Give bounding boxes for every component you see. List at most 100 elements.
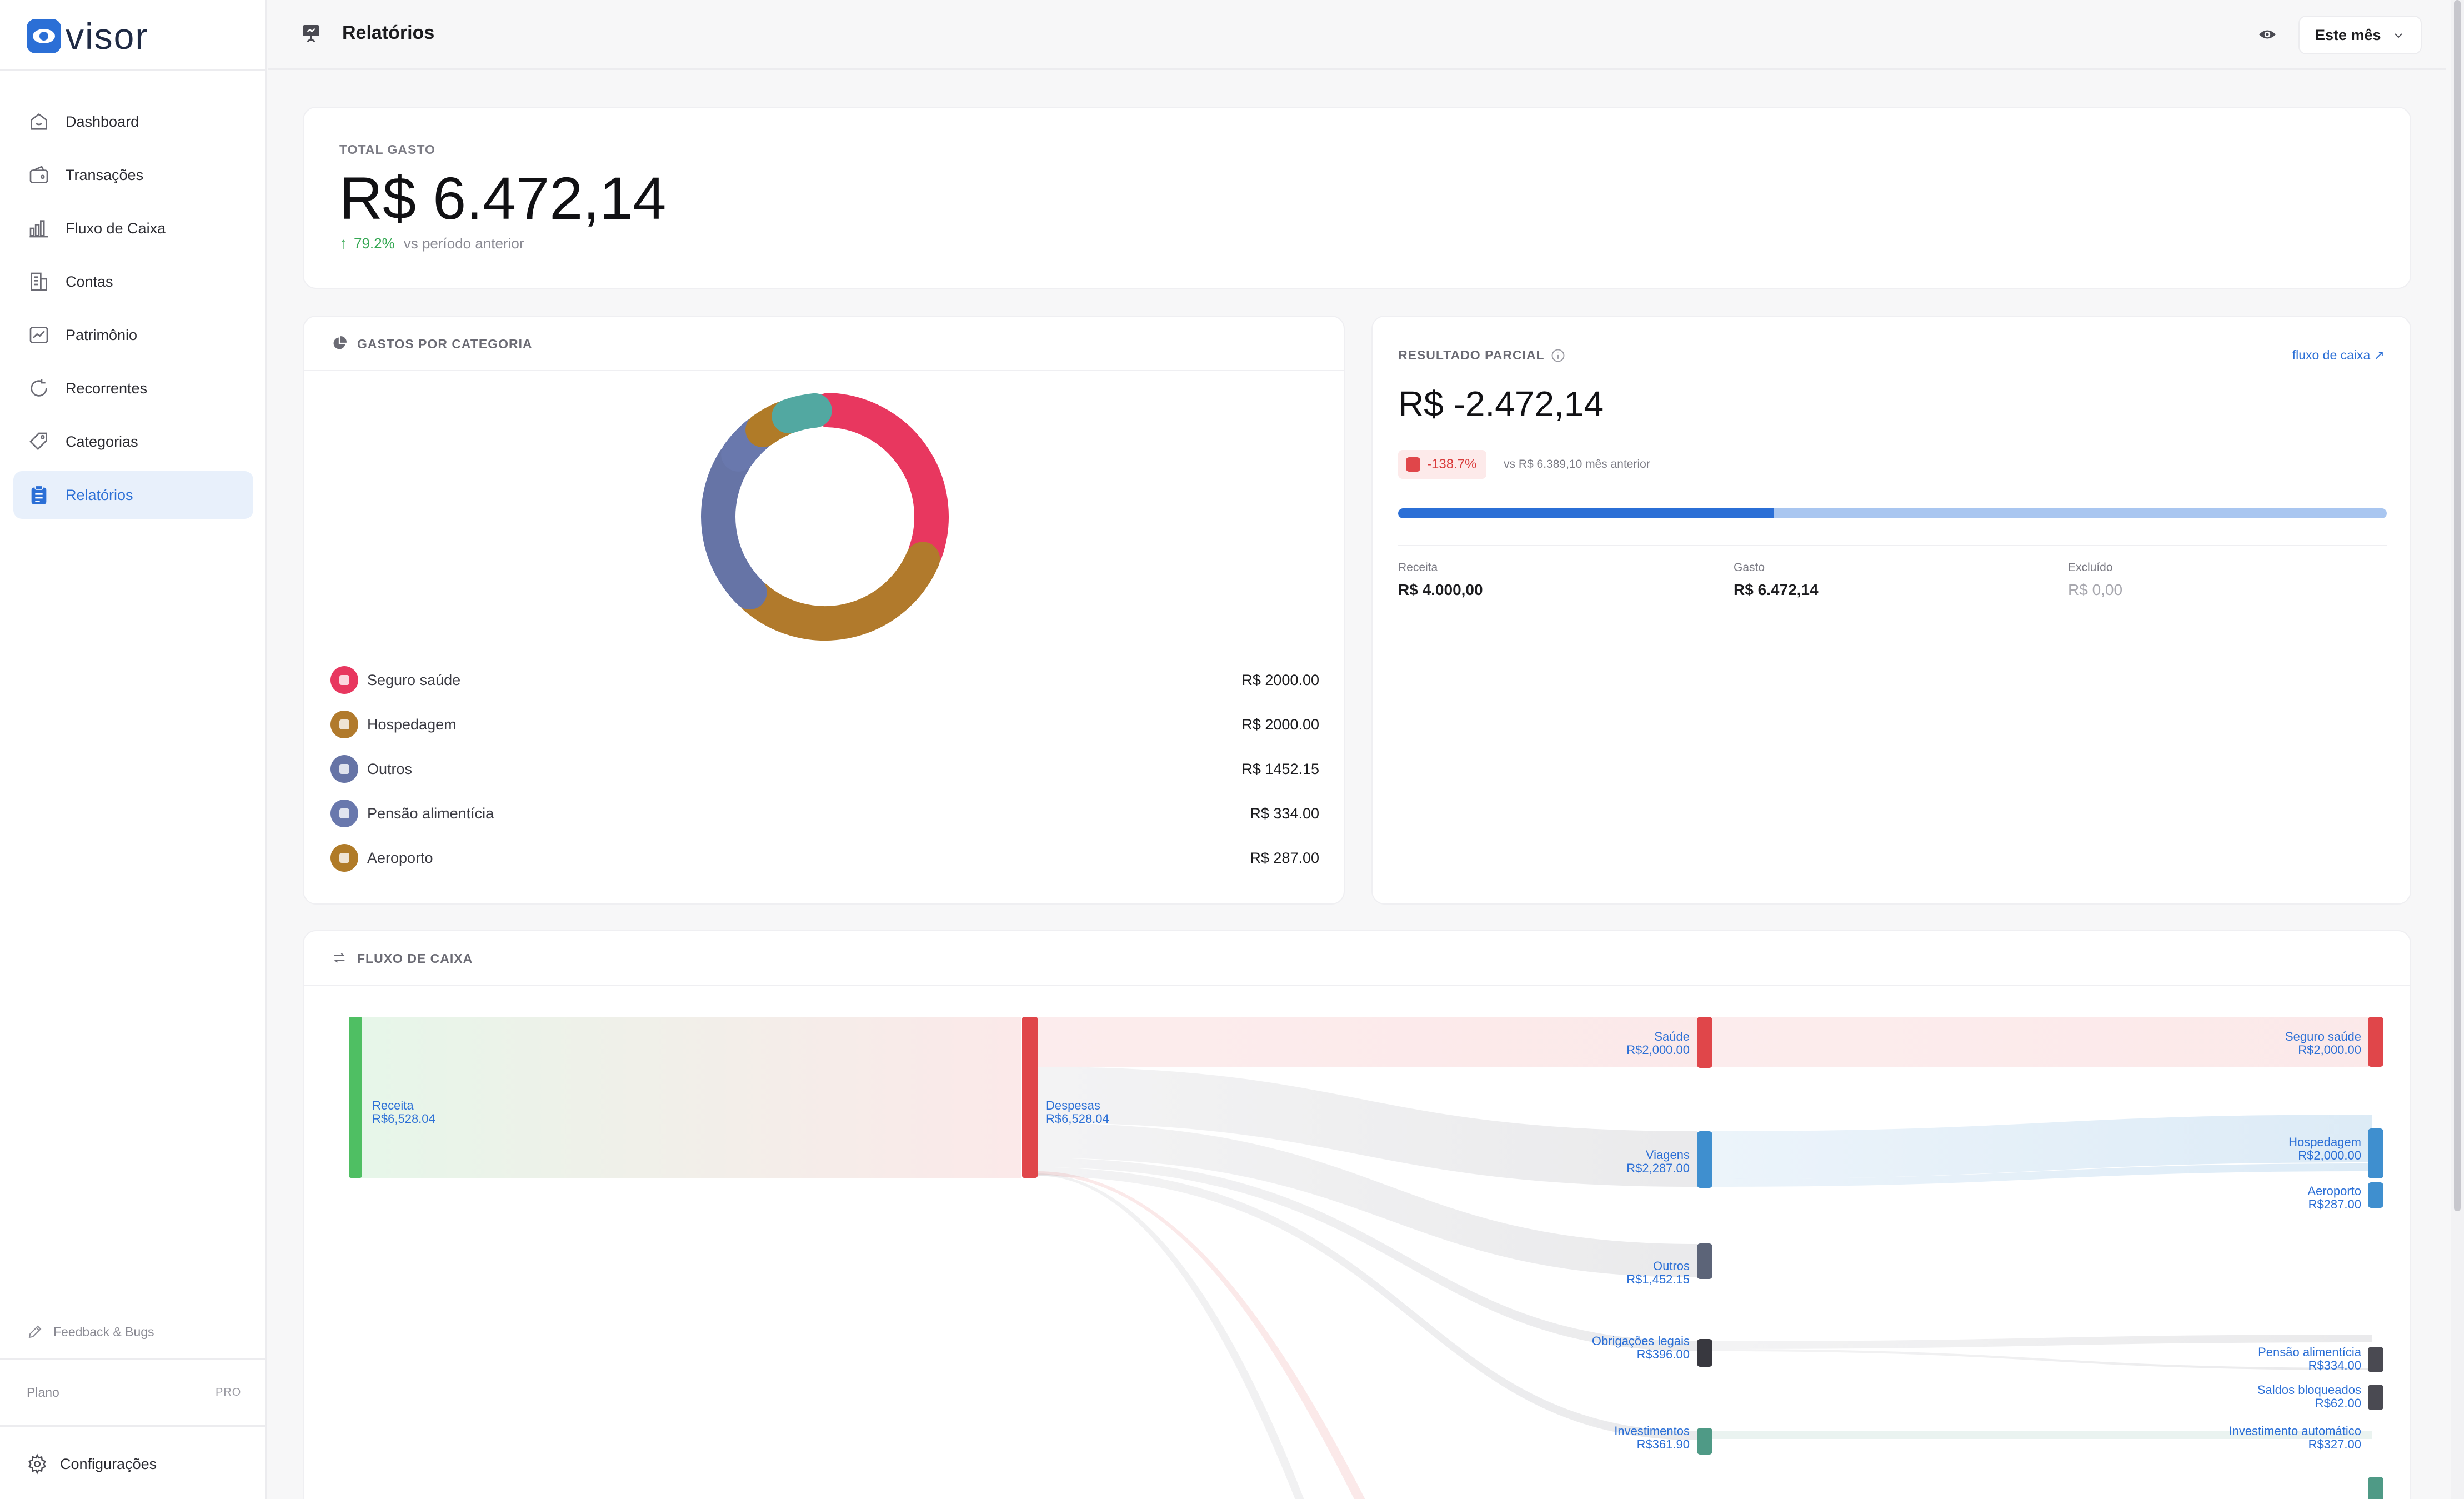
flow-node-investimentos[interactable] [1697,1428,1712,1455]
flow-node-value: R$361.90 [1637,1437,1690,1451]
change-percent: -138.7% [1427,457,1477,472]
category-donut-chart [701,393,949,641]
income-value: R$ 4.000,00 [1398,581,1483,598]
change-badge: -138.7% [1398,450,1487,479]
info-icon[interactable] [1550,348,1566,366]
eye-logo-icon [27,19,61,53]
flow-node-value: R$62.00 [2315,1396,2361,1410]
excluded-label: Excluído [2068,561,2113,574]
category-name: Hospedagem [367,716,457,733]
flow-node-name: Seguro saúde [2285,1030,2361,1043]
sidebar-item-recorrentes[interactable]: Recorrentes [13,364,253,412]
category-amount: R$ 334.00 [1250,805,1319,822]
app-logo[interactable]: visor [27,16,149,57]
donut-slice[interactable] [811,393,949,569]
flow-node-hospedagem[interactable] [2368,1128,2383,1178]
flow-node-saldos[interactable] [2368,1385,2383,1410]
flow-node-value: R$2,287.00 [1626,1161,1690,1175]
flow-node-value: R$327.00 [2308,1437,2361,1451]
flow-node-pensao[interactable] [2368,1347,2383,1372]
toggle-visibility-button[interactable] [2255,23,2280,48]
flow-node-outros[interactable] [1697,1243,1712,1279]
trend-chart-icon [27,323,51,347]
sidebar-item-label: Relatórios [66,486,133,503]
feedback-link[interactable]: Feedback & Bugs [27,1323,154,1340]
sidebar-item-relatorios[interactable]: Relatórios [13,471,253,519]
category-amount: R$ 2000.00 [1241,716,1319,733]
category-row[interactable]: Hospedagem R$ 2000.00 [330,709,1319,740]
sidebar-item-fluxo-de-caixa[interactable]: Fluxo de Caixa [13,204,253,252]
flow-node-receita[interactable] [349,1017,362,1178]
category-row[interactable]: Aeroporto R$ 287.00 [330,842,1319,873]
cash-flow-card: FLUXO DE CAIXA [303,930,2411,1499]
flow-node-value: R$287.00 [2308,1197,2361,1211]
category-row[interactable]: Pensão alimentícia R$ 334.00 [330,798,1319,829]
spent-value: R$ 6.472,14 [1734,581,1819,598]
divider [0,69,267,71]
flow-node-name: Pensão alimentícia [2258,1345,2362,1359]
change-percent: 79.2% [354,234,395,252]
category-icon [330,666,358,694]
donut-slice[interactable] [701,443,767,610]
category-row[interactable]: Outros R$ 1452.15 [330,753,1319,785]
income-spending-progress [1398,508,2387,518]
flow-node-viagens[interactable] [1697,1131,1712,1188]
flow-node-obrigacoes[interactable] [1697,1339,1712,1367]
flow-node-name: Hospedagem [2288,1135,2361,1149]
page-title: Relatórios [342,22,435,43]
flow-node-saude[interactable] [1697,1017,1712,1068]
cash-flow-link[interactable]: fluxo de caixa ↗ [2292,348,2385,362]
flow-node-invauto[interactable] [2368,1477,2383,1499]
flow-node-aeroporto[interactable] [2368,1182,2383,1208]
plan-badge: PRO [216,1386,242,1398]
sidebar-item-label: Transações [66,166,144,183]
category-amount: R$ 2000.00 [1241,671,1319,688]
sidebar-item-patrimonio[interactable]: Patrimônio [13,311,253,359]
income-label: Receita [1398,561,1438,574]
settings-link[interactable]: Configurações [27,1453,157,1475]
bar-chart-icon [27,216,51,241]
donut-slice[interactable] [738,542,940,641]
app-name: visor [66,16,149,57]
arrows-swap-icon [332,950,347,968]
period-select-value: Este mês [2315,26,2381,43]
total-spent-value: R$ 6.472,14 [339,164,667,232]
category-amount: R$ 287.00 [1250,849,1319,866]
scrollbar-thumb[interactable] [2454,0,2461,1211]
period-select[interactable]: Este mês [2298,16,2422,54]
total-change: ↑ 79.2% vs período anterior [339,234,524,252]
flow-link-despesas-viagens [1037,1067,1697,1187]
flow-link-investimentos-invauto [1712,1431,2372,1439]
sidebar-item-dashboard[interactable]: Dashboard [13,98,253,146]
home-icon [27,109,51,134]
chevron-down-icon [2392,29,2405,46]
sidebar-item-transacoes[interactable]: Transações [13,151,253,199]
flow-node-name: Aeroporto [2307,1184,2361,1198]
divider [0,1425,267,1427]
category-icon [330,800,358,827]
sidebar-item-contas[interactable]: Contas [13,258,253,306]
donut-slice[interactable] [772,393,832,434]
flow-node-value: R$6,528.04 [372,1112,435,1126]
sidebar-item-label: Dashboard [66,113,139,130]
flow-link-obrigacoes-saldos [1712,1349,2372,1370]
flow-node-despesas[interactable] [1022,1017,1038,1178]
pie-chart-icon [332,336,347,354]
sidebar-item-categorias[interactable]: Categorias [13,418,253,466]
wallet-icon [27,163,51,187]
sidebar-item-label: Patrimônio [66,326,138,343]
category-row[interactable]: Seguro saúde R$ 2000.00 [330,664,1319,696]
income-stat: Receita R$ 4.000,00 [1398,561,1483,599]
total-spent-label: TOTAL GASTO [339,142,435,157]
sidebar-item-label: Recorrentes [66,379,148,397]
sidebar: visor Dashboard Transações Fluxo de Caix… [0,0,267,1499]
card-title: GASTOS POR CATEGORIA [357,337,533,351]
flow-node-name: Obrigações legais [1592,1334,1690,1348]
flow-node-name: Despesas [1046,1098,1100,1112]
flow-link-despesas-outros [1037,1123,1697,1277]
total-spent-card: TOTAL GASTO R$ 6.472,14 ↑ 79.2% vs perío… [303,107,2411,289]
flow-node-seguro[interactable] [2368,1017,2383,1067]
spent-label: Gasto [1734,561,1765,574]
category-name: Seguro saúde [367,671,461,688]
category-icon [330,755,358,783]
